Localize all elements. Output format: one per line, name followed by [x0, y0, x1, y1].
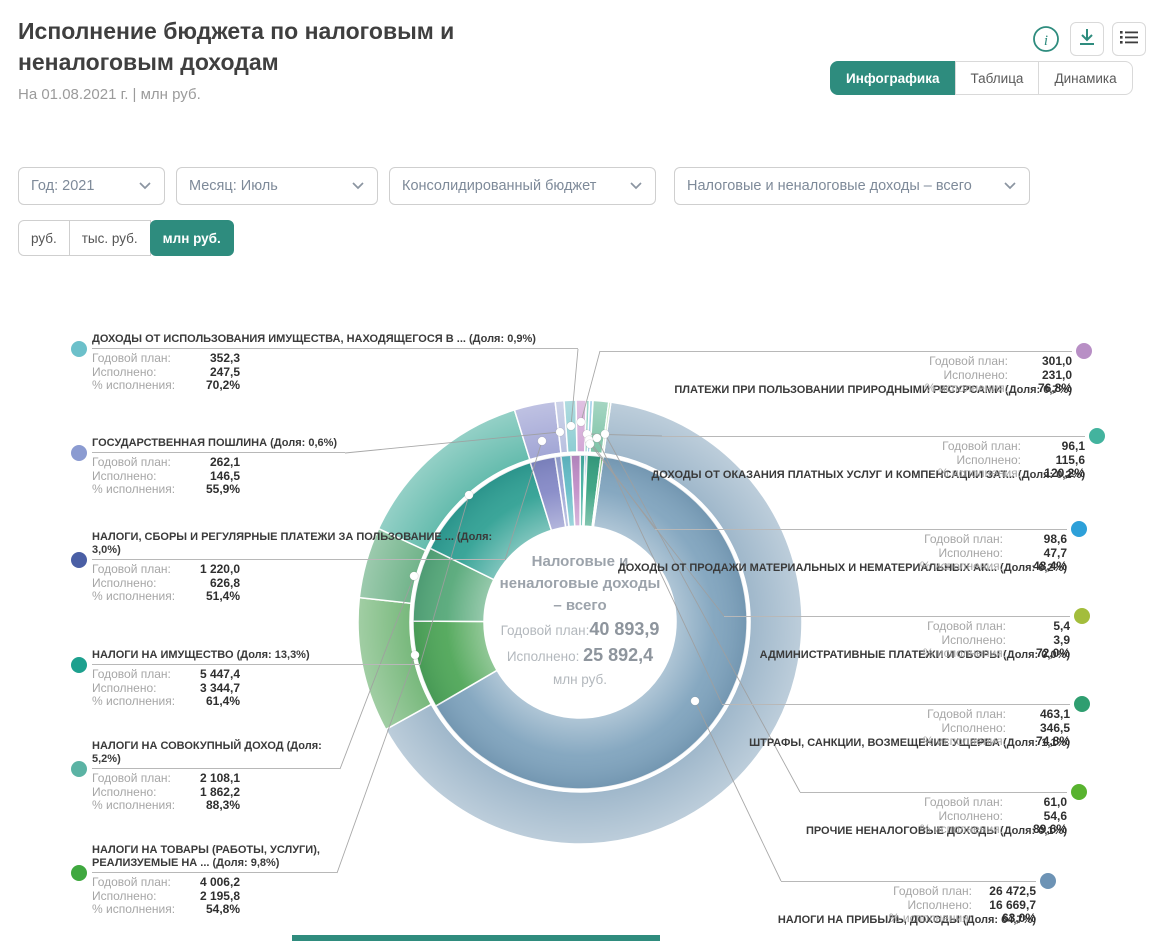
callout-values: Годовой план: 301,0 Исполнено: 231,0 % исп…: [924, 354, 1072, 395]
bullet-property_use: [71, 341, 87, 357]
anchor-dot-fees: [537, 436, 547, 446]
budget-select[interactable]: Консолидированный бюджет: [389, 167, 656, 205]
info-button[interactable]: i: [1032, 25, 1060, 53]
callout-title: НАЛОГИ, СБОРЫ И РЕГУЛЯРНЫЕ ПЛАТЕЖИ ЗА ПО…: [92, 531, 505, 560]
callout-values: Годовой план: 26 472,5 Исполнено: 16 669,7…: [888, 884, 1036, 925]
callout-values: Годовой план: 5,4 Исполнено: 3,9 % исполне…: [922, 619, 1070, 660]
bullet-admin: [1074, 608, 1090, 624]
page-subtitle: На 01.08.2021 г. | млн руб.: [18, 86, 201, 103]
chevron-down-icon: [629, 178, 643, 194]
callout-title: ДОХОДЫ ОТ ИСПОЛЬЗОВАНИЯ ИМУЩЕСТВА, НАХОД…: [92, 333, 578, 349]
callout-fees: НАЛОГИ, СБОРЫ И РЕГУЛЯРНЫЕ ПЛАТЕЖИ ЗА ПО…: [92, 531, 505, 604]
callout-values: Годовой план: 4 006,2 Исполнено: 2 195,8 %…: [92, 875, 240, 916]
callout-values: Годовой план: 5 447,4 Исполнено: 3 344,7 %…: [92, 667, 240, 708]
callout-title: ПЛАТЕЖИ ПРИ ПОЛЬЗОВАНИИ ПРИРОДНЫМИ РЕСУР…: [674, 384, 1072, 396]
callout-property_tax: НАЛОГИ НА ИМУЩЕСТВО (Доля: 13,3%) Годово…: [92, 649, 420, 709]
tab-dynamics[interactable]: Динамика: [1038, 61, 1133, 95]
callout-duty: ГОСУДАРСТВЕННАЯ ПОШЛИНА (Доля: 0,6%) Год…: [92, 437, 345, 497]
callout-values: Годовой план: 262,1 Исполнено: 146,5 % исп…: [92, 455, 240, 496]
anchor-dot-other: [600, 429, 610, 439]
anchor-dot-nature: [576, 417, 586, 427]
callout-values: Годовой план: 1 220,0 Исполнено: 626,8 % и…: [92, 562, 240, 603]
download-icon: [1077, 27, 1097, 52]
year-select-value: Год: 2021: [31, 178, 95, 194]
callout-title: НАЛОГИ НА ТОВАРЫ (РАБОТЫ, УСЛУГИ), РЕАЛИ…: [92, 844, 337, 873]
month-select-value: Месяц: Июль: [189, 178, 278, 194]
callout-values: Годовой план: 98,6 Исполнено: 47,7 % испол…: [919, 532, 1067, 573]
callout-title: НАЛОГИ НА ПРИБЫЛЬ, ДОХОДЫ (Доля: 64,7%): [777, 914, 1036, 926]
callout-title: АДМИНИСТРАТИВНЫЕ ПЛАТЕЖИ И СБОРЫ (Доля: …: [759, 649, 1070, 661]
anchor-dot-property_use: [566, 421, 576, 431]
anchor-dot-property_tax: [464, 490, 474, 500]
unit-toggle: руб. тыс. руб. млн руб.: [18, 220, 234, 256]
anchor-dot-duty: [555, 427, 565, 437]
callout-values: Годовой план: 96,1 Исполнено: 115,6 % испо…: [937, 439, 1085, 480]
callout-values: Годовой план: 352,3 Исполнено: 247,5 % исп…: [92, 351, 240, 392]
center-unit: млн руб.: [552, 672, 608, 687]
menu-button[interactable]: [1112, 22, 1146, 56]
bottom-accent-bar: [292, 935, 660, 941]
info-icon: i: [1032, 26, 1060, 57]
callout-title: ПРОЧИЕ НЕНАЛОГОВЫЕ ДОХОДЫ (Доля: 0,1%): [805, 825, 1067, 837]
center-exec-label: Исполнено:: [506, 649, 580, 664]
callout-other: ПРОЧИЕ НЕНАЛОГОВЫЕ ДОХОДЫ (Доля: 0,1%) Г…: [800, 792, 1067, 840]
callout-property_use: ДОХОДЫ ОТ ИСПОЛЬЗОВАНИЯ ИМУЩЕСТВА, НАХОД…: [92, 333, 578, 393]
callout-title: НАЛОГИ НА ИМУЩЕСТВО (Доля: 13,3%): [92, 649, 420, 665]
callout-title: ШТРАФЫ, САНКЦИИ, ВОЗМЕЩЕНИЕ УЩЕРБА (Доля…: [749, 737, 1070, 749]
income-type-select[interactable]: Налоговые и неналоговые доходы – всего: [674, 167, 1030, 205]
bullet-sales: [1071, 521, 1087, 537]
tab-infographic[interactable]: Инфографика: [830, 61, 956, 95]
callout-profit: НАЛОГИ НА ПРИБЫЛЬ, ДОХОДЫ (Доля: 64,7%) …: [777, 881, 1036, 929]
center-plan-label: Годовой план:: [500, 623, 590, 638]
callout-values: Годовой план: 463,1 Исполнено: 346,5 % исп…: [922, 707, 1070, 748]
bullet-fines: [1074, 696, 1090, 712]
callout-goods: НАЛОГИ НА ТОВАРЫ (РАБОТЫ, УСЛУГИ), РЕАЛИ…: [92, 844, 337, 917]
bullet-fees: [71, 552, 87, 568]
bullet-duty: [71, 445, 87, 461]
anchor-dot-aggregate: [409, 571, 419, 581]
callout-fines: ШТРАФЫ, САНКЦИИ, ВОЗМЕЩЕНИЕ УЩЕРБА (Доля…: [722, 704, 1070, 752]
callout-title: ГОСУДАРСТВЕННАЯ ПОШЛИНА (Доля: 0,6%): [92, 437, 345, 453]
callout-aggregate: НАЛОГИ НА СОВОКУПНЫЙ ДОХОД (Доля: 5,2%) …: [92, 740, 340, 813]
callout-values: Годовой план: 61,0 Исполнено: 54,6 % испол…: [919, 795, 1067, 836]
view-tabs: Инфографика Таблица Динамика: [830, 61, 1133, 95]
center-exec-value: 25 892,4: [583, 645, 654, 665]
month-select[interactable]: Месяц: Июль: [176, 167, 378, 205]
bullet-property_tax: [71, 657, 87, 673]
bullet-services: [1089, 428, 1105, 444]
list-icon: [1119, 27, 1139, 52]
chevron-down-icon: [351, 178, 365, 194]
callout-title: НАЛОГИ НА СОВОКУПНЫЙ ДОХОД (Доля: 5,2%): [92, 740, 340, 769]
callout-nature: ПЛАТЕЖИ ПРИ ПОЛЬЗОВАНИИ ПРИРОДНЫМИ РЕСУР…: [600, 351, 1072, 399]
callout-sales: ДОХОДЫ ОТ ПРОДАЖИ МАТЕРИАЛЬНЫХ И НЕМАТЕР…: [618, 529, 1067, 577]
callout-values: Годовой план: 2 108,1 Исполнено: 1 862,2 %…: [92, 771, 240, 812]
chevron-down-icon: [1003, 178, 1017, 194]
page-title: Исполнение бюджета по налоговым и ненало…: [18, 18, 455, 75]
tab-table[interactable]: Таблица: [954, 61, 1040, 95]
svg-text:i: i: [1044, 33, 1048, 49]
callout-services: ДОХОДЫ ОТ ОКАЗАНИЯ ПЛАТНЫХ УСЛУГ И КОМПЕ…: [651, 436, 1085, 484]
anchor-dot-goods: [410, 650, 420, 660]
budget-select-value: Консолидированный бюджет: [402, 178, 597, 194]
bullet-profit: [1040, 873, 1056, 889]
bullet-other: [1071, 784, 1087, 800]
anchor-dot-admin: [585, 439, 595, 449]
anchor-dot-profit: [690, 696, 700, 706]
center-plan-value: 40 893,9: [589, 619, 660, 639]
chevron-down-icon: [138, 178, 152, 194]
download-button[interactable]: [1070, 22, 1104, 56]
year-select[interactable]: Год: 2021: [18, 167, 165, 205]
unit-million-rub[interactable]: млн руб.: [149, 220, 234, 256]
bullet-nature: [1076, 343, 1092, 359]
anchor-dot-fines: [592, 433, 602, 443]
unit-thousand-rub[interactable]: тыс. руб.: [68, 220, 151, 256]
bullet-aggregate: [71, 761, 87, 777]
callout-admin: АДМИНИСТРАТИВНЫЕ ПЛАТЕЖИ И СБОРЫ (Доля: …: [724, 616, 1070, 664]
income-type-select-value: Налоговые и неналоговые доходы – всего: [687, 178, 972, 194]
bullet-goods: [71, 865, 87, 881]
